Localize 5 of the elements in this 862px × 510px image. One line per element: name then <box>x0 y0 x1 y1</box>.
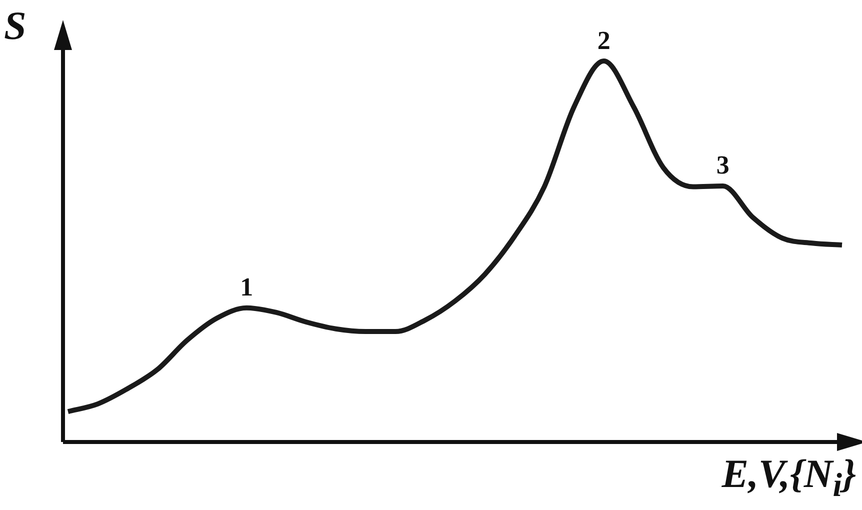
annotation: 1 <box>240 272 254 302</box>
text: 2 <box>597 26 610 55</box>
y-axis-title: S <box>4 2 26 49</box>
annotation: 3 <box>716 150 730 180</box>
x-axis-title: E,V,{N$_{i}$} <box>722 450 856 505</box>
